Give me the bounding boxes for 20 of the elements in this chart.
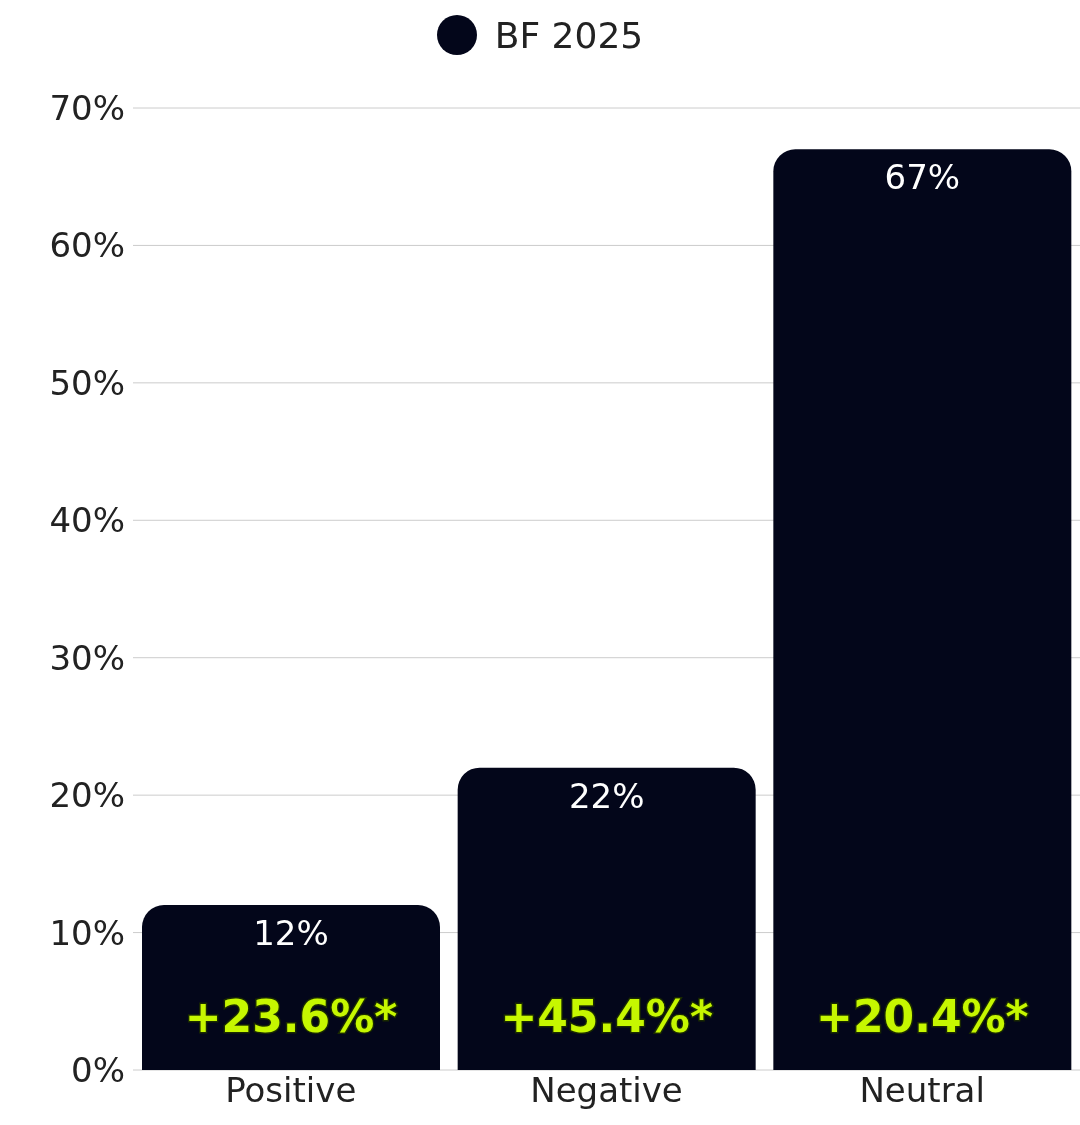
- bar: [773, 149, 1072, 1070]
- y-tick-label: 0%: [71, 1050, 125, 1091]
- bar: [457, 767, 756, 1070]
- data-label: 22%: [568, 775, 645, 816]
- annotation: +23.6%*: [184, 991, 398, 1042]
- y-tick-label: 30%: [49, 637, 125, 678]
- y-tick-label: 20%: [49, 775, 125, 816]
- y-tick-label: 10%: [49, 912, 125, 953]
- y-tick-label: 50%: [49, 362, 125, 403]
- data-label: 12%: [253, 913, 329, 954]
- annotation: +45.4%*: [500, 991, 713, 1042]
- y-tick-label: 70%: [49, 88, 125, 129]
- x-tick-label: Neutral: [859, 1070, 985, 1111]
- x-tick-label: Positive: [225, 1070, 357, 1111]
- x-tick-label: Negative: [530, 1070, 683, 1111]
- legend-label: BF 2025: [494, 14, 644, 56]
- data-label: 67%: [884, 157, 961, 198]
- y-tick-label: 60%: [49, 225, 125, 266]
- annotation: +20.4%*: [816, 991, 1029, 1042]
- y-tick-label: 40%: [49, 500, 125, 541]
